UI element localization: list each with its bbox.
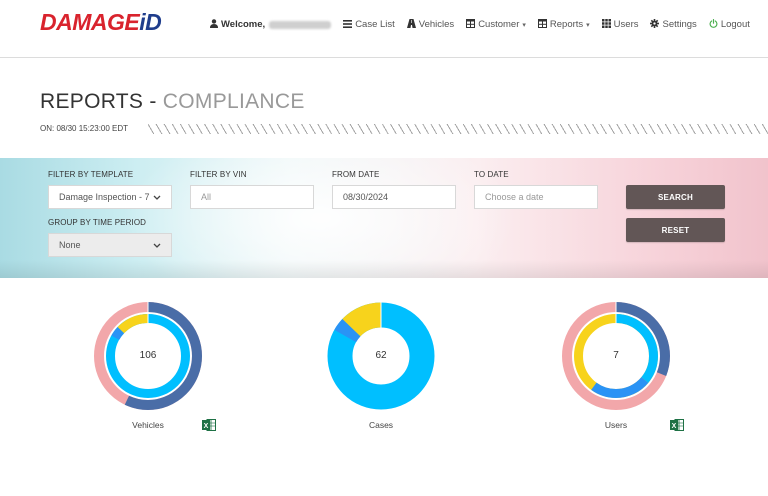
users-donut-chart[interactable]: 7 — [561, 301, 671, 411]
report-timestamp: ON: 08/30 15:23:00 EDT — [40, 124, 129, 133]
user-name-blurred — [269, 20, 332, 29]
damageid-logo[interactable]: DAMAGEiD — [40, 9, 162, 36]
vehicles-total: 106 — [139, 350, 157, 361]
template-select-value: Damage Inspection - 7 — [59, 192, 150, 202]
power-icon — [709, 18, 718, 30]
page-title-sub: COMPLIANCE — [162, 90, 305, 113]
cases-donut-chart[interactable]: 62 — [326, 301, 436, 411]
gear-icon — [650, 19, 660, 30]
group-by-select[interactable]: None — [48, 233, 172, 257]
svg-text:X: X — [204, 423, 209, 430]
users-total: 7 — [613, 350, 619, 361]
vehicles-donut-svg — [94, 301, 202, 410]
template-select[interactable]: Damage Inspection - 7 — [48, 185, 172, 209]
page-title-main: REPORTS — [40, 90, 144, 113]
cases-chart-label: Cases — [368, 420, 394, 430]
excel-export-icon[interactable]: X — [670, 418, 684, 432]
nav-customer-label: Customer — [478, 19, 520, 30]
to-date-label: TO DATE — [474, 170, 509, 179]
page-title: REPORTS - COMPLIANCE — [40, 90, 305, 114]
group-by-value: None — [59, 240, 81, 250]
chevron-down-icon — [153, 241, 161, 250]
nav-settings[interactable]: Settings — [650, 19, 697, 30]
search-button[interactable]: SEARCH — [626, 185, 725, 209]
nav-users[interactable]: Users — [601, 19, 639, 30]
excel-export-icon[interactable]: X — [202, 418, 216, 432]
filter-panel: FILTER BY TEMPLATE Damage Inspection - 7… — [0, 158, 768, 278]
welcome-text: Welcome, — [221, 19, 266, 30]
user-icon — [210, 19, 218, 30]
group-by-group: GROUP BY TIME PERIOD None — [48, 218, 172, 257]
nav-logout-label: Logout — [720, 19, 750, 30]
users-donut-svg — [562, 301, 670, 410]
nav-logout[interactable]: Logout — [709, 18, 750, 30]
vehicles-chart-label: Vehicles — [132, 420, 164, 430]
group-by-label: GROUP BY TIME PERIOD — [48, 218, 147, 227]
road-icon — [406, 19, 416, 30]
main-nav: Welcome, Case List Vehicles Customer ▾ — [210, 18, 762, 30]
svg-text:X: X — [672, 423, 677, 430]
from-date-input[interactable]: 08/30/2024 — [332, 185, 456, 209]
page-title-separator: - — [143, 90, 163, 113]
welcome-user: Welcome, — [210, 19, 332, 30]
hatch-divider — [148, 124, 768, 134]
nav-case-list-label: Case List — [355, 19, 395, 30]
top-navbar: DAMAGEiD Welcome, Case List Vehicles — [0, 0, 768, 58]
from-date-value: 08/30/2024 — [343, 192, 389, 202]
nav-case-list[interactable]: Case List — [343, 19, 395, 30]
nav-customer-dropdown[interactable]: Customer ▾ — [466, 19, 526, 30]
table-icon — [537, 19, 547, 30]
nav-users-label: Users — [613, 19, 639, 30]
filter-template-group: FILTER BY TEMPLATE Damage Inspection - 7 — [48, 170, 172, 209]
caret-down-icon: ▾ — [522, 21, 526, 29]
to-date-placeholder: Choose a date — [485, 192, 544, 202]
nav-vehicles-label: Vehicles — [418, 19, 455, 30]
logo-text-id: iD — [139, 9, 162, 35]
cases-total: 62 — [375, 350, 387, 361]
from-date-group: FROM DATE 08/30/2024 — [332, 170, 456, 209]
users-chart-label: Users — [604, 420, 628, 430]
from-date-label: FROM DATE — [332, 170, 380, 179]
vehicles-donut-chart[interactable]: 106 — [93, 301, 203, 411]
filter-vin-label: FILTER BY VIN — [190, 170, 247, 179]
reset-button[interactable]: RESET — [626, 218, 725, 242]
nav-vehicles[interactable]: Vehicles — [406, 19, 455, 30]
cases-donut-svg — [327, 301, 435, 410]
grid-icon — [601, 19, 611, 30]
table-icon — [466, 19, 476, 30]
filter-template-label: FILTER BY TEMPLATE — [48, 170, 134, 179]
to-date-input[interactable]: Choose a date — [474, 185, 598, 209]
caret-down-icon: ▾ — [586, 21, 590, 29]
nav-reports-dropdown[interactable]: Reports ▾ — [537, 19, 590, 30]
filter-vin-group: FILTER BY VIN All — [190, 170, 314, 209]
list-icon — [343, 19, 353, 30]
to-date-group: TO DATE Choose a date — [474, 170, 598, 209]
nav-reports-label: Reports — [549, 19, 584, 30]
nav-settings-label: Settings — [662, 19, 697, 30]
logo-text-damage: DAMAGE — [40, 9, 140, 35]
vin-input-placeholder: All — [201, 192, 212, 202]
chevron-down-icon — [153, 193, 161, 202]
vin-input[interactable]: All — [190, 185, 314, 209]
